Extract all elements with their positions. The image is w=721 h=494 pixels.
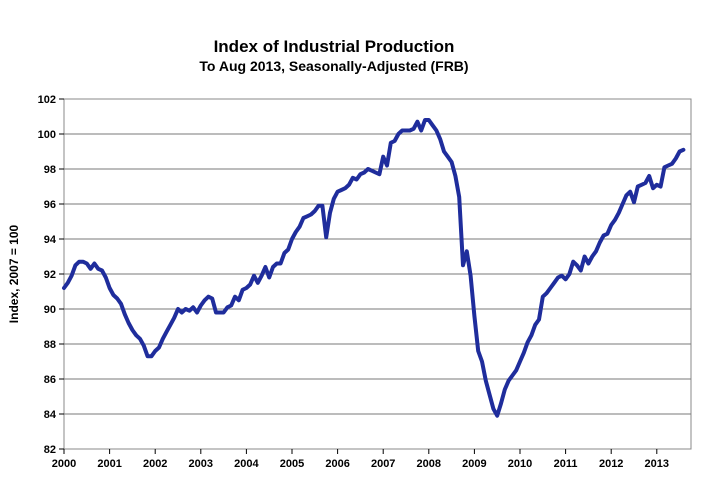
x-tick-label: 2005 [280, 458, 304, 470]
y-tick-label: 96 [44, 199, 56, 211]
x-tick-label: 2012 [599, 458, 623, 470]
gridlines [64, 133, 691, 415]
y-tick-label: 92 [44, 269, 56, 281]
x-tick-label: 2013 [645, 458, 669, 470]
x-tick-label: 2001 [97, 458, 121, 470]
y-tick-label: 102 [38, 94, 56, 106]
x-tick-label: 2010 [508, 458, 532, 470]
x-tick-label: 2006 [325, 458, 349, 470]
y-tick-label: 84 [44, 409, 57, 421]
x-tick-label: 2008 [417, 458, 441, 470]
y-tick-label: 98 [44, 164, 56, 176]
x-tick-label: 2002 [143, 458, 167, 470]
x-tick-label: 2009 [462, 458, 486, 470]
chart-title: Index of Industrial Production [214, 37, 455, 56]
y-axis: 82 84 86 88 90 92 94 96 98 100 102 [38, 94, 64, 456]
x-tick-label: 2000 [52, 458, 76, 470]
x-tick-label: 2007 [371, 458, 395, 470]
series-group [62, 118, 686, 418]
series-line [62, 118, 686, 418]
y-tick-label: 90 [44, 304, 56, 316]
x-tick-label: 2003 [189, 458, 213, 470]
y-axis-label: Index, 2007 = 100 [7, 224, 21, 323]
x-tick-label: 2011 [554, 458, 578, 470]
chart-subtitle: To Aug 2013, Seasonally-Adjusted (FRB) [199, 58, 468, 74]
y-tick-label: 88 [44, 339, 56, 351]
x-axis: 2000 2001 2002 2003 2004 2005 2006 2007 2008 2009… [52, 449, 669, 470]
y-tick-label: 86 [44, 374, 56, 386]
x-tick-label: 2004 [234, 458, 259, 470]
y-tick-label: 82 [44, 444, 56, 456]
y-tick-label: 94 [44, 234, 57, 246]
y-tick-label: 100 [38, 129, 56, 141]
